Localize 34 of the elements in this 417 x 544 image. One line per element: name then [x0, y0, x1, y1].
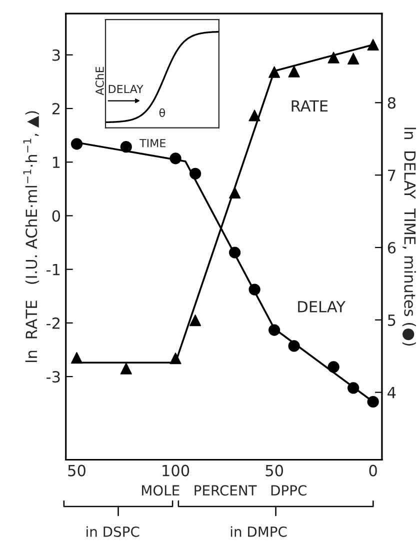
y2-tick-label: 5 [388, 314, 396, 326]
y2-axis-title: ln DELAY TIME, minutes (●) [402, 128, 416, 346]
point [288, 66, 300, 78]
point [189, 314, 202, 326]
x-tick-label: 50 [266, 464, 284, 476]
annotation: DELAY [108, 84, 144, 94]
y-axis-title: ln RATE (I.U. AChE·ml$^{−1}$·h$^{−1}$, ▲) [23, 111, 39, 362]
point [120, 362, 132, 374]
y-tick-label: 1 [52, 156, 60, 168]
x-tick-label: 0 [369, 464, 377, 476]
point [328, 52, 340, 64]
y-tick-label: 0 [52, 210, 60, 222]
y2-tick-label: 6 [388, 242, 396, 254]
x-tick-label: 50 [68, 464, 86, 476]
point [248, 110, 260, 122]
annotation: RATE [292, 100, 328, 112]
y-tick-label: -3 [46, 371, 60, 383]
y-tick-label: 3 [52, 49, 60, 61]
y2-tick-label: 8 [388, 97, 396, 109]
y2-tick-label: 4 [388, 387, 396, 398]
x-axis-title: MOLE PERCENT DPPC [142, 485, 306, 496]
y-tick-label: -1 [46, 264, 60, 276]
annotation: AChE [95, 66, 104, 96]
point [348, 52, 360, 64]
text: in DMPC [230, 526, 287, 537]
y2-tick-label: 7 [388, 170, 396, 181]
y-tick-label: 2 [52, 102, 60, 114]
point [367, 38, 379, 51]
annotation: θ [159, 108, 165, 117]
text: in DSPC [86, 526, 140, 537]
x-tick-label: 100 [162, 464, 190, 476]
annotation: DELAY [298, 301, 346, 312]
annotation: TIME [139, 139, 166, 148]
y-tick-label: -2 [46, 317, 60, 329]
